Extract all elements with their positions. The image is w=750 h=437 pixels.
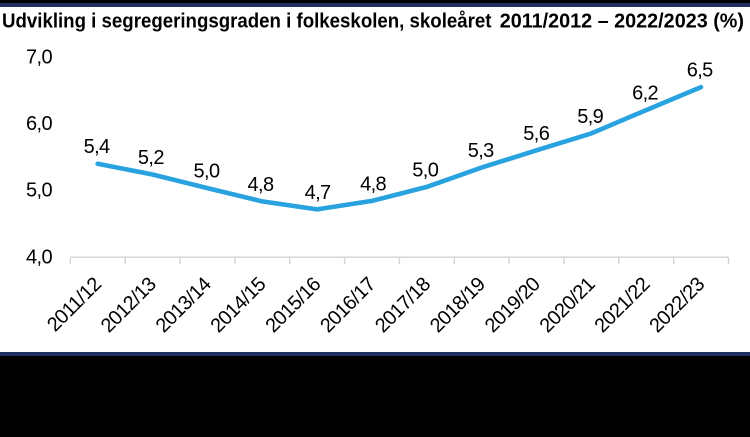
svg-text:4,8: 4,8 xyxy=(360,173,386,195)
svg-text:6,0: 6,0 xyxy=(26,113,52,135)
svg-text:5,0: 5,0 xyxy=(412,159,438,181)
svg-text:6,2: 6,2 xyxy=(632,83,658,105)
svg-text:5,2: 5,2 xyxy=(138,147,164,169)
svg-text:5,3: 5,3 xyxy=(468,140,494,162)
svg-text:4,0: 4,0 xyxy=(26,246,52,268)
svg-text:2011/2012 – 2022/2023 (%): 2011/2012 – 2022/2023 (%) xyxy=(500,11,744,33)
svg-text:Udvikling i segregeringsgraden: Udvikling i segregeringsgraden i folkesk… xyxy=(2,10,492,33)
svg-text:7,0: 7,0 xyxy=(26,47,52,69)
svg-text:4,8: 4,8 xyxy=(247,174,273,196)
svg-text:4,7: 4,7 xyxy=(305,182,331,204)
svg-text:5,0: 5,0 xyxy=(193,161,219,183)
svg-text:6,5: 6,5 xyxy=(687,60,713,82)
svg-text:5,9: 5,9 xyxy=(577,106,603,128)
svg-text:5,6: 5,6 xyxy=(523,123,549,145)
svg-text:5,4: 5,4 xyxy=(84,136,110,158)
svg-text:5,0: 5,0 xyxy=(26,180,52,202)
